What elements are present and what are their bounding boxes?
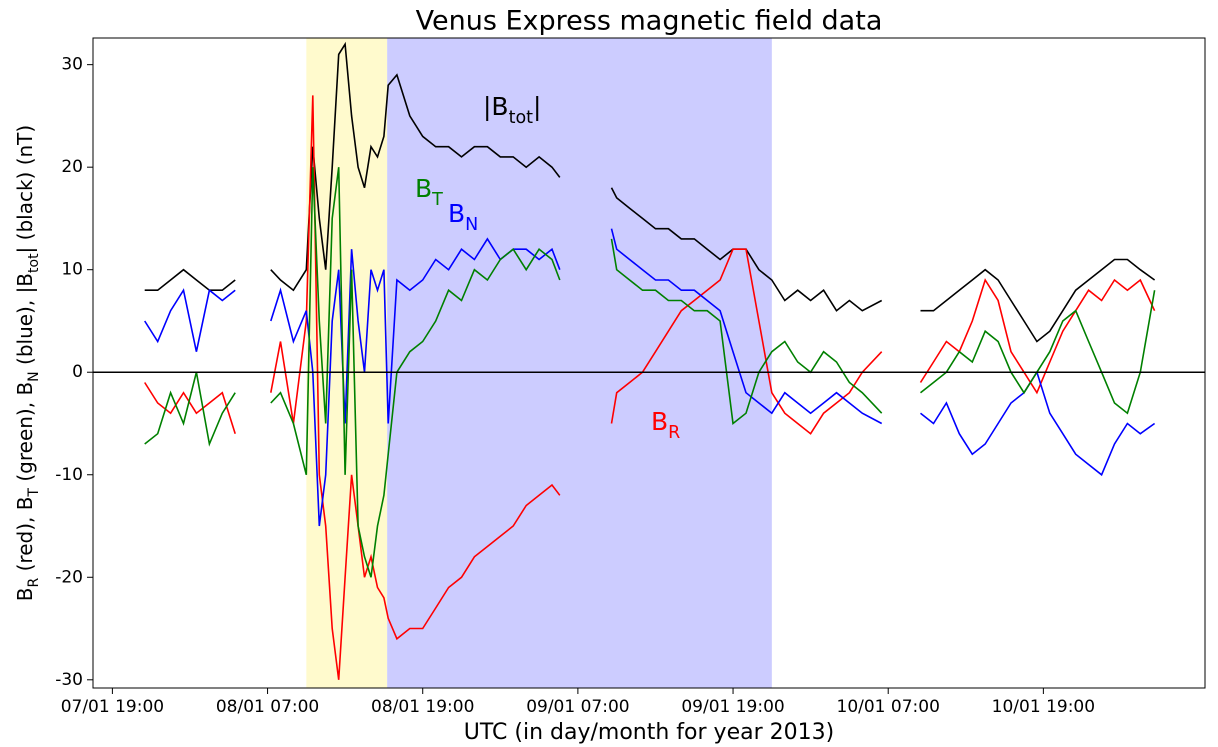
x-tick-label: 08/01 07:00 bbox=[216, 697, 319, 717]
annotation-part: N bbox=[465, 215, 478, 235]
y-axis-label-part: (red), B bbox=[13, 497, 37, 578]
annotation: BR bbox=[651, 407, 680, 443]
annotation-part: T bbox=[431, 190, 443, 210]
x-tick-label: 09/01 07:00 bbox=[526, 697, 629, 717]
annotation-part: B bbox=[651, 407, 668, 436]
annotation: BN bbox=[448, 199, 478, 235]
y-tick-label: 20 bbox=[61, 157, 83, 177]
annotation: BT bbox=[415, 174, 443, 210]
y-tick-label: -30 bbox=[55, 670, 83, 690]
y-axis-label-part: (blue), |B bbox=[13, 273, 37, 371]
chart-title: Venus Express magnetic field data bbox=[416, 6, 883, 37]
x-tick-label: 09/01 19:00 bbox=[681, 697, 784, 717]
y-tick-label: 10 bbox=[61, 260, 83, 280]
annotation-part: tot bbox=[509, 108, 534, 128]
y-tick-label: 30 bbox=[61, 55, 83, 75]
x-tick-label: 10/01 07:00 bbox=[837, 697, 940, 717]
highlight-span bbox=[387, 38, 772, 688]
y-tick-label: 0 bbox=[72, 362, 83, 382]
y-axis-label-part: R bbox=[26, 577, 42, 587]
x-tick-label: 07/01 19:00 bbox=[61, 697, 164, 717]
annotation-part: B bbox=[448, 199, 465, 228]
y-tick-label: -10 bbox=[55, 465, 83, 485]
x-axis-label: UTC (in day/month for year 2013) bbox=[464, 720, 834, 745]
annotation-part: |B bbox=[483, 92, 509, 121]
y-tick-label: -20 bbox=[55, 567, 83, 587]
annotation-part: R bbox=[668, 423, 680, 443]
y-axis-label-part: (green), B bbox=[13, 382, 37, 488]
y-axis-label-part: tot bbox=[26, 253, 42, 273]
annotation-part: B bbox=[415, 174, 432, 203]
annotation: |Btot| bbox=[483, 92, 541, 128]
y-axis-label-part: B bbox=[13, 587, 37, 601]
y-axis-label-part: T bbox=[26, 488, 42, 498]
y-axis-label-part: | (black) (nT) bbox=[13, 125, 37, 254]
y-axis-label-part: N bbox=[26, 371, 42, 381]
x-tick-label: 08/01 19:00 bbox=[371, 697, 474, 717]
data-line bbox=[144, 228, 1156, 527]
annotation-part: | bbox=[533, 92, 541, 121]
y-axis-label: BR (red), BT (green), BN (blue), |Btot| … bbox=[13, 125, 43, 601]
x-tick-label: 10/01 19:00 bbox=[992, 697, 1095, 717]
data-line bbox=[144, 95, 1156, 680]
data-line bbox=[144, 167, 1156, 578]
data-line bbox=[144, 41, 1156, 343]
plot-frame bbox=[92, 37, 1206, 689]
